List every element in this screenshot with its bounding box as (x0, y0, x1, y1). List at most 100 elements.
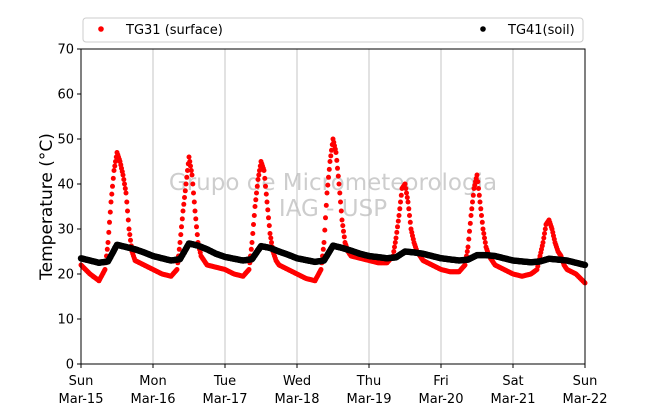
data-point (475, 179, 481, 185)
data-point (122, 181, 127, 187)
data-point (191, 199, 197, 205)
series-soil (77, 240, 589, 269)
x-tick-label-date: Mar-20 (419, 392, 464, 407)
x-tick-label-date: Mar-15 (59, 392, 104, 407)
data-point (339, 217, 345, 223)
data-point (398, 192, 404, 198)
data-point (479, 213, 484, 218)
data-point (261, 168, 267, 173)
data-point (190, 181, 196, 187)
data-point (189, 172, 195, 178)
data-point (323, 202, 329, 208)
data-point (267, 231, 273, 236)
data-point (480, 226, 486, 232)
y-tick-label: 20 (57, 268, 74, 283)
data-point (124, 199, 130, 205)
data-point (477, 199, 483, 205)
data-point (469, 206, 475, 212)
data-point (393, 235, 399, 241)
data-point (108, 199, 114, 205)
watermark: Grupo de Micrometeorologia IAG - USP (169, 170, 497, 222)
data-point (125, 208, 130, 214)
data-point (249, 240, 255, 245)
data-point (256, 172, 262, 178)
data-point (104, 246, 110, 252)
data-point (391, 249, 397, 254)
y-tick-label: 0 (66, 358, 74, 373)
data-point (191, 190, 196, 196)
x-axis: Sun Mar-15 Mon Mar-16 Tue Mar-17 Wed Mar-18 Thu M… (59, 364, 608, 407)
data-point (128, 237, 133, 243)
y-tick-label: 70 (57, 43, 74, 58)
data-point (333, 150, 339, 155)
data-point (466, 236, 472, 242)
data-point (125, 217, 131, 223)
data-point (262, 175, 268, 181)
data-point (338, 208, 344, 214)
data-point (111, 168, 117, 173)
data-point (112, 163, 118, 169)
data-point (269, 240, 274, 245)
data-point (404, 190, 409, 196)
y-axis: 0 10 20 30 40 50 60 70 (57, 43, 81, 373)
data-point (179, 224, 184, 230)
legend: TG31 (surface) TG41(soil) (82, 17, 584, 43)
legend-box (82, 17, 584, 43)
data-point (107, 219, 112, 225)
data-point (192, 208, 198, 214)
data-point (335, 165, 340, 171)
data-point (109, 191, 115, 197)
x-tick-label-date: Mar-21 (491, 392, 536, 407)
data-point (252, 204, 258, 209)
y-axis-label: Temperature (°C) (37, 133, 57, 281)
data-point (341, 228, 346, 234)
data-point (120, 172, 126, 178)
data-point (325, 182, 331, 188)
x-tick-label-date: Mar-22 (563, 392, 608, 407)
data-point (392, 240, 398, 245)
watermark-line-1: Grupo de Micrometeorologia (169, 170, 497, 196)
data-point (254, 190, 259, 196)
data-point (123, 190, 129, 196)
data-point (395, 224, 400, 230)
data-point (465, 244, 471, 250)
x-tick-label-day: Sun (573, 374, 598, 389)
data-point (107, 209, 113, 215)
data-point (248, 246, 254, 252)
data-point (341, 234, 347, 240)
data-point (322, 227, 328, 233)
data-point (266, 223, 272, 229)
data-point (542, 231, 547, 236)
data-point (127, 232, 133, 238)
data-point (474, 172, 480, 178)
data-point (193, 216, 199, 222)
y-tick-label: 40 (57, 178, 74, 193)
data-point (403, 186, 409, 191)
x-tick-label-date: Mar-19 (347, 392, 392, 407)
plot-frame (80, 48, 586, 365)
data-point (482, 235, 487, 241)
data-point (255, 177, 261, 182)
data-point (470, 199, 475, 205)
data-point (329, 147, 334, 153)
x-tick-label-date: Mar-17 (203, 392, 248, 407)
data-point (110, 175, 116, 181)
data-point (482, 240, 488, 245)
data-point (326, 174, 331, 180)
data-point (194, 224, 199, 230)
data-point (185, 168, 190, 173)
data-point (328, 153, 334, 159)
data-point (320, 246, 326, 252)
data-point (464, 249, 470, 254)
data-point (335, 173, 341, 179)
data-point (397, 206, 403, 212)
data-point (326, 166, 332, 172)
data-point (404, 195, 410, 200)
data-point (194, 232, 200, 238)
x-tick-label-date: Mar-18 (275, 392, 320, 407)
data-point (338, 199, 343, 205)
data-point (251, 222, 256, 227)
data-point (176, 246, 182, 252)
data-point (122, 186, 128, 191)
